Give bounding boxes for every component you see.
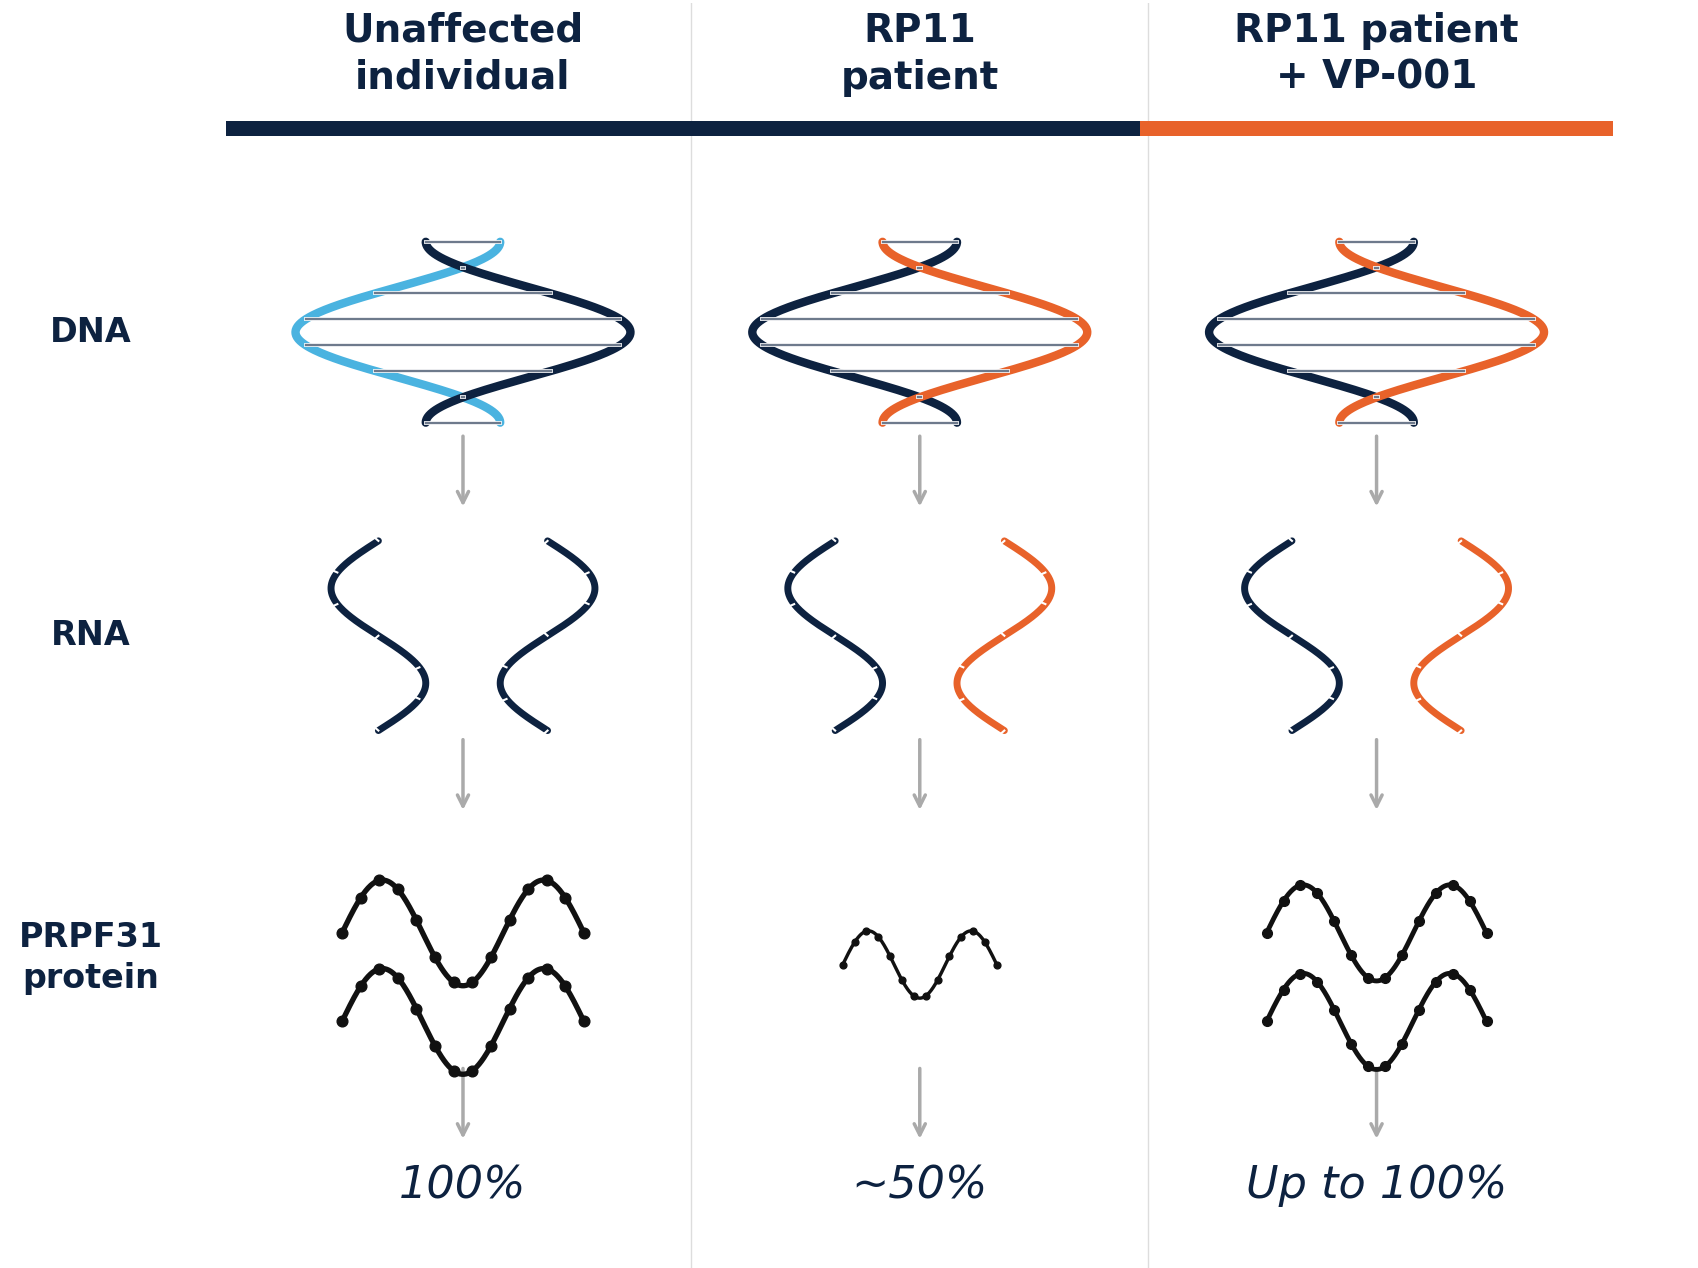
Text: RP11 patient
+ VP-001: RP11 patient + VP-001 bbox=[1234, 11, 1518, 96]
FancyBboxPatch shape bbox=[226, 120, 700, 136]
Text: RNA: RNA bbox=[51, 619, 131, 652]
Text: RP11
patient: RP11 patient bbox=[841, 11, 998, 96]
Text: ~50%: ~50% bbox=[852, 1164, 988, 1207]
Text: 100%: 100% bbox=[399, 1164, 526, 1207]
FancyBboxPatch shape bbox=[683, 120, 1156, 136]
Text: Up to 100%: Up to 100% bbox=[1246, 1164, 1508, 1207]
Text: Unaffected
individual: Unaffected individual bbox=[343, 11, 584, 96]
FancyBboxPatch shape bbox=[1139, 120, 1613, 136]
Text: DNA: DNA bbox=[49, 316, 132, 349]
Text: PRPF31
protein: PRPF31 protein bbox=[19, 922, 163, 995]
